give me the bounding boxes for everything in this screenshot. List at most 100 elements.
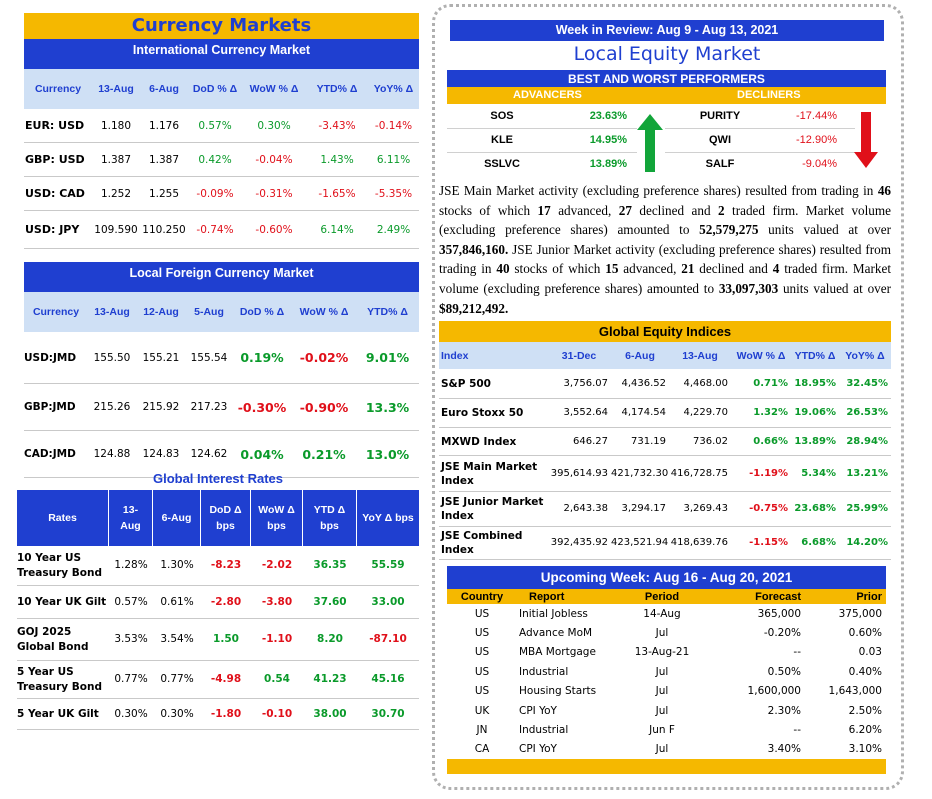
intl-currency-row: USD: CAD 1.252 1.255 -0.09% -0.31% -1.65% -5.3… [24,177,419,211]
intl-cell: -0.09% [196,187,234,200]
local-cell: 9.01% [365,350,410,365]
upcoming-cell: US [474,685,490,698]
rates-cell: 30.70 [371,707,405,720]
rate-name-label: GOJ 2025 Global Bond [17,625,89,653]
rates-cell: 41.23 [313,673,347,685]
upcoming-cell: 14-Aug [643,607,681,620]
intl-currency-header-row: Currency 13-Aug 6-Aug DoD % Δ WoW % Δ YTD% Δ Y… [24,69,419,109]
summary-text-run: declined and [694,261,773,277]
rates-cell: 1.28% [114,559,148,571]
performer-divider [447,128,637,129]
currency-pair-label: CAD:JMD [24,448,76,460]
index-cell: 28.94% [846,435,888,447]
upcoming-col-header: Forecast [755,590,801,603]
index-row: JSE Main Market Index 395,614.93 421,732.3… [439,456,891,492]
index-cell: 1.32% [753,407,788,418]
upcoming-cell: UK [474,704,490,717]
index-cell: 4,436.52 [621,377,666,389]
rates-cell: 0.61% [160,595,194,608]
global-rates-title-text: Global Interest Rates [152,471,284,486]
index-row: S&P 500 3,756.07 4,436.52 4,468.00 0.71% 18.9… [439,369,891,399]
local-cell: 124.83 [142,448,180,460]
upcoming-cell: -- [793,646,801,659]
local-col-header: Currency [32,306,80,318]
intl-cell: 1.252 [100,187,132,200]
local-cell: 215.92 [142,401,180,413]
upcoming-cell: Jul [655,704,669,717]
index-cell: 4,468.00 [683,377,728,389]
upcoming-row: UK CPI YoY Jul 2.30% 2.50% [447,701,886,720]
index-cell: 6.68% [801,537,836,548]
local-currency-title: Local Foreign Currency Market [129,266,314,280]
rates-cell: 0.77% [160,673,194,685]
local-col-header: YTD% Δ [367,306,408,318]
intl-cell: 1.180 [100,119,132,132]
rates-cell: -4.98 [210,673,242,685]
intl-cell: 0.57% [198,119,232,132]
intl-cell: 1.387 [148,153,180,166]
index-cell: 418,639.76 [670,537,728,548]
performer-row: SOS 23.63% PURITY -17.44% [447,104,886,128]
summary-text-run: 4 [772,261,780,277]
upcoming-cell: 13-Aug-21 [634,646,690,659]
index-cell: -1.19% [749,467,788,479]
upcoming-body: US Initial Jobless 14-Aug 365,000 375,000 US A… [447,604,886,759]
index-col-header: WoW % Δ [736,349,786,362]
index-cell: 736.02 [693,435,728,447]
rates-cell: 3.53% [114,633,148,645]
upcoming-row: US Initial Jobless 14-Aug 365,000 375,000 [447,604,886,623]
global-equity-header: Global Equity Indices [439,321,891,342]
intl-cell: -3.43% [318,119,356,132]
intl-cell: 2.49% [376,223,411,236]
rates-cell: 0.77% [114,673,148,685]
rates-cell: 1.30% [160,559,194,571]
upcoming-cell: US [474,607,490,620]
rates-row: 10 Year US Treasury Bond 1.28% 1.30% -8.23 -… [17,546,419,586]
rate-name-label: 10 Year US Treasury Bond [17,551,103,579]
intl-currency-body: EUR: USD 1.180 1.176 0.57% 0.30% -3.43% -0.14%… [24,109,419,249]
rate-name-label: 5 Year UK Gilt [17,707,99,720]
advancers-label: ADVANCERS [513,89,582,101]
upcoming-cell: 2.50% [848,704,882,717]
local-currency-row: CAD:JMD 124.88 124.83 124.62 0.04% 0.21% 13.0% [24,431,419,478]
upcoming-cell: Jul [655,743,669,756]
intl-cell: 109.590 [94,223,138,236]
intl-cell: -0.74% [196,223,234,236]
summary-text-run: traded firm. Market volume (excluding pr… [439,202,891,238]
advancer-change: 14.95% [589,134,627,146]
summary-text-run: units valued at over [758,222,892,238]
rates-row: 5 Year UK Gilt 0.30% 0.30% -1.80 -0.10 38.00 3… [17,699,419,730]
performer-row: SSLVC 13.89% SALF -9.04% [447,152,886,176]
intl-cell: 6.14% [320,223,354,236]
local-col-header: 12-Aug [143,306,179,318]
local-cell: 215.26 [93,401,131,413]
index-name-label: MXWD Index [441,435,517,448]
index-col-header: 6-Aug [625,349,655,362]
global-equity-title: Global Equity Indices [598,324,732,339]
upcoming-week-table: Country Report Period Forecast Prior US Initi… [447,589,886,775]
local-cell: 155.21 [142,351,180,364]
upcoming-cell: Industrial [519,724,569,737]
upcoming-cell: 375,000 [838,607,882,620]
index-cell: 14.20% [846,537,888,548]
intl-cell: 1.43% [320,153,354,166]
rates-cell: -2.80 [210,595,242,608]
best-worst-title: BEST AND WORST PERFORMERS [568,72,765,86]
decliner-change: -17.44% [796,110,837,122]
index-cell: 416,728.75 [670,467,728,479]
index-cell: 13.21% [846,467,888,479]
rates-cell: 38.00 [313,707,347,720]
local-currency-table: Currency 13-Aug 12-Aug 5-Aug DoD % Δ WoW % Δ Y… [24,292,419,478]
index-cell: 423,521.94 [611,537,669,548]
intl-currency-header: International Currency Market [24,39,419,69]
local-cell: 155.50 [93,351,131,364]
intl-cell: -0.60% [255,223,293,236]
summary-text-run: 40 [496,261,510,277]
performer-divider [665,128,855,129]
upcoming-cell: 1,643,000 [828,685,882,698]
decliner-ticker: QWI [709,134,731,146]
rates-cell: -1.10 [261,633,293,645]
summary-text-run: traded firm. Market volume (excluding pr… [439,261,891,296]
summary-text-run: 46 [877,183,891,198]
local-cell: 0.21% [302,446,346,462]
